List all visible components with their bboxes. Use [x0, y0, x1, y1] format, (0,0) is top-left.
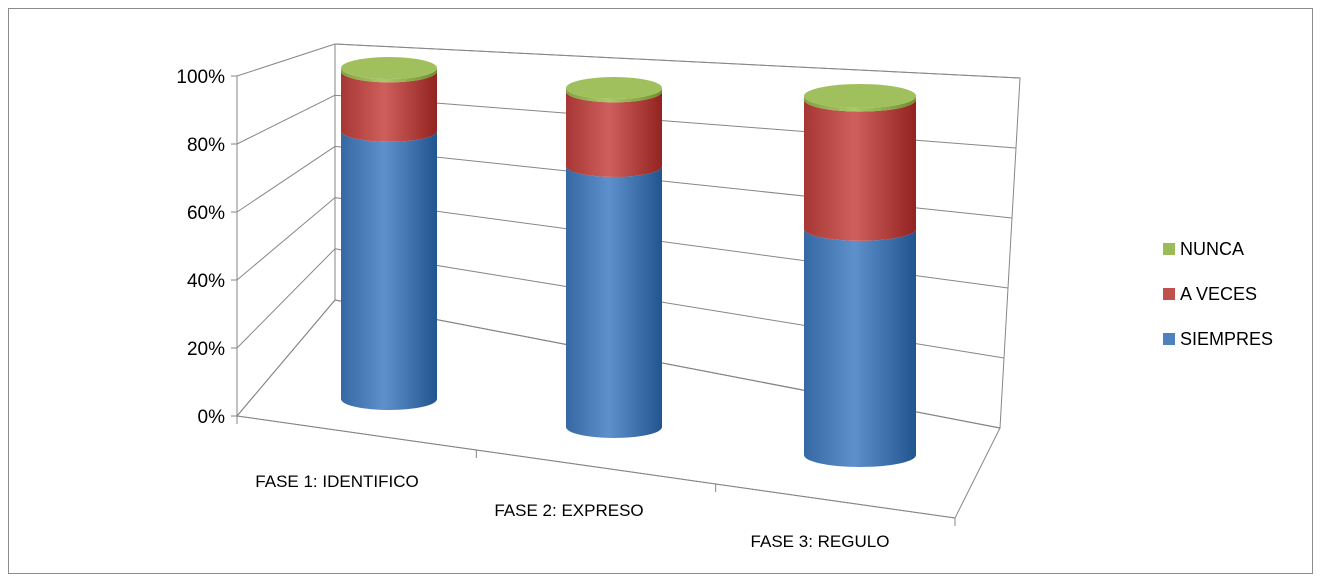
legend-swatch [1163, 288, 1175, 300]
legend-label: SIEMPRES [1180, 329, 1273, 349]
bar-segment-nunca [566, 88, 662, 103]
gridline-back [334, 43, 1021, 79]
bar-top-cap [341, 57, 437, 79]
gridline-side [236, 197, 336, 281]
bars [341, 57, 916, 467]
y-tick-label: 100% [176, 67, 225, 88]
legend: NUNCA A VECES SIEMPRES [1163, 239, 1273, 349]
x-category-label: FASE 3: REGULO [751, 532, 890, 551]
category-labels: FASE 1: IDENTIFICO FASE 2: EXPRESO FASE 3:… [255, 472, 889, 551]
legend-swatch [1163, 243, 1175, 255]
bar-top-cap [804, 84, 916, 108]
back-wall [334, 43, 1021, 429]
bar-segment-siempres [341, 130, 437, 410]
legend-swatch [1163, 333, 1175, 345]
x-category-label: FASE 2: EXPRESO [494, 501, 643, 520]
y-tick-label: 40% [187, 271, 225, 292]
y-axis-ticks: 0% 20% 40% 60% 80% 100% [176, 67, 237, 428]
gridline-side [236, 94, 336, 145]
bar-segment-a-veces [566, 91, 662, 177]
y-tick-label: 80% [187, 135, 225, 156]
x-category-label: FASE 1: IDENTIFICO [255, 472, 418, 491]
gridline-side [236, 43, 336, 77]
bar-top-cap [566, 77, 662, 99]
y-tick-label: 0% [198, 407, 226, 428]
bar-segment-nunca [341, 68, 437, 83]
gridline-side [236, 145, 336, 213]
bar-segment-siempres [804, 228, 916, 467]
y-tick-label: 60% [187, 203, 225, 224]
x-axis-line [236, 415, 956, 519]
bar-segment-a-veces [804, 99, 916, 241]
legend-label: NUNCA [1180, 239, 1244, 259]
bar-segment-nunca [804, 96, 916, 112]
gridline-side [236, 248, 336, 349]
bar-segment-a-veces [341, 71, 437, 142]
legend-label: A VECES [1180, 284, 1257, 304]
x-axis-ticks [236, 416, 956, 526]
y-tick-label: 20% [187, 339, 225, 360]
gridline-side [236, 299, 336, 417]
bar-segment-siempres [566, 165, 662, 438]
